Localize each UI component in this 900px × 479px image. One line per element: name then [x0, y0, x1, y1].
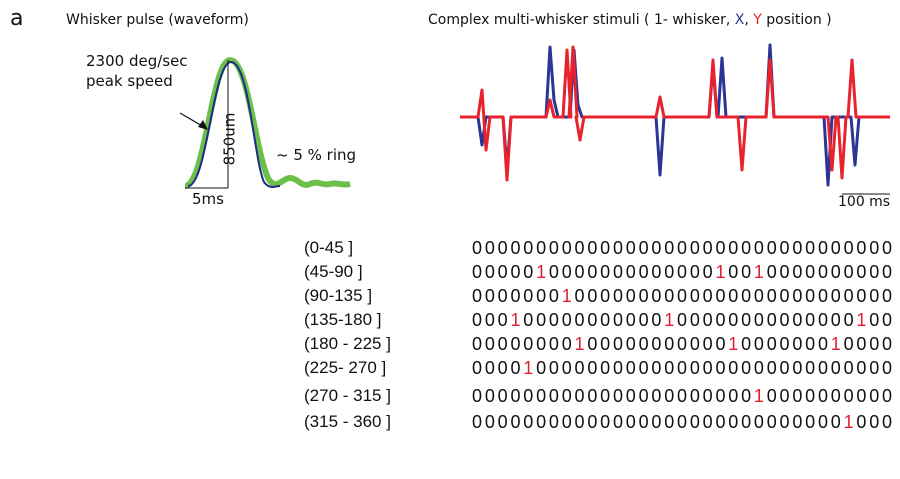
- title-text: ,: [744, 12, 749, 28]
- title-text: Complex multi-whisker stimuli ( 1- whisk…: [428, 12, 735, 28]
- row-code: 000000010000000000000000000000000: [472, 286, 895, 306]
- row-label: (45-90 ]: [304, 262, 363, 281]
- row-code: 000000000000000000000000000000000: [472, 238, 895, 258]
- waveform-plot: [179, 56, 351, 189]
- row-code: 000001000000000000010010000000000: [472, 262, 895, 282]
- row-code: 000010000000000000000000000000000: [472, 358, 895, 378]
- row-label: (135-180 ]: [304, 310, 382, 329]
- stimulus-trace: [460, 45, 890, 182]
- panel-label: a: [10, 6, 24, 31]
- plot-title: Complex multi-whisker stimuli ( 1- whisk…: [428, 12, 832, 28]
- row-code: 000000001000000000001000000010000: [472, 334, 895, 354]
- title-x: X: [734, 12, 745, 28]
- row-label: (225- 270 ]: [304, 358, 387, 377]
- time-scale-label: 100 ms: [838, 194, 891, 210]
- speed-label: peak speed: [86, 72, 173, 90]
- speed-label: 2300 deg/sec: [86, 52, 188, 70]
- row-label: (90-135 ]: [304, 286, 373, 305]
- plot-title: Whisker pulse (waveform): [66, 12, 249, 28]
- row-label: (315 - 360 ]: [304, 412, 391, 431]
- ring-label: ~ 5 % ring: [276, 146, 357, 164]
- arrow-head: [198, 120, 208, 130]
- measured-waveform: [183, 56, 351, 189]
- stimulus-plot: [460, 43, 890, 195]
- row-label: (270 - 315 ]: [304, 386, 391, 405]
- row-label: (180 - 225 ]: [304, 334, 391, 353]
- row-code: 000000000000000000000010000000000: [472, 386, 895, 406]
- amplitude-label: 850um: [220, 112, 239, 166]
- row-code: 000100000000000100000000000000100: [472, 310, 895, 330]
- stimulus-trace: [460, 43, 890, 187]
- row-code: 000000000000000000000000000001000: [472, 412, 895, 432]
- command-waveform: [187, 60, 281, 188]
- title-text: position ): [761, 12, 832, 28]
- row-label: (0-45 ]: [304, 238, 354, 257]
- time-scale-label: 5ms: [192, 190, 224, 208]
- title-y: Y: [753, 12, 762, 28]
